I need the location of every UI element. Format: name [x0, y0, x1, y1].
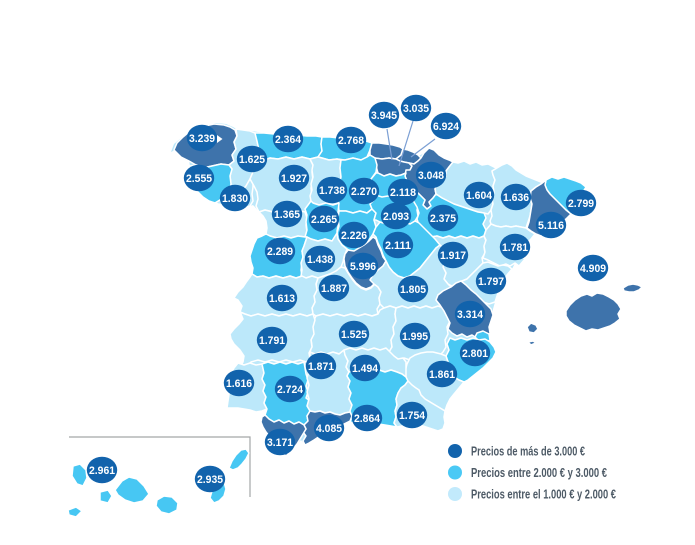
svg-text:1.438: 1.438 — [307, 254, 333, 266]
svg-text:2.799: 2.799 — [568, 198, 594, 210]
svg-text:2.364: 2.364 — [275, 134, 302, 146]
svg-text:Precios entre el 1.000 € y 2.0: Precios entre el 1.000 € y 2.000 € — [471, 487, 616, 502]
svg-text:3.035: 3.035 — [403, 103, 429, 115]
svg-text:1.738: 1.738 — [319, 185, 345, 197]
svg-text:2.961: 2.961 — [89, 465, 115, 477]
svg-text:1.871: 1.871 — [308, 361, 334, 373]
svg-text:2.935: 2.935 — [197, 474, 223, 486]
svg-text:Precios de más de 3.000 €: Precios de más de 3.000 € — [471, 444, 585, 459]
svg-text:1.613: 1.613 — [269, 293, 295, 305]
svg-text:1.625: 1.625 — [239, 154, 265, 166]
svg-text:2.289: 2.289 — [267, 246, 293, 258]
svg-text:6.924: 6.924 — [433, 121, 460, 133]
svg-text:2.265: 2.265 — [311, 214, 337, 226]
svg-text:1.525: 1.525 — [341, 329, 367, 341]
svg-text:2.555: 2.555 — [186, 173, 212, 185]
svg-text:1.365: 1.365 — [274, 209, 300, 221]
svg-text:4.909: 4.909 — [580, 263, 606, 275]
svg-text:1.995: 1.995 — [402, 331, 428, 343]
svg-text:1.616: 1.616 — [226, 378, 252, 390]
svg-text:1.494: 1.494 — [352, 363, 379, 375]
svg-text:5.116: 5.116 — [538, 220, 564, 232]
svg-text:3.945: 3.945 — [371, 110, 397, 122]
svg-text:1.754: 1.754 — [399, 410, 426, 422]
svg-text:3.314: 3.314 — [457, 309, 484, 321]
svg-text:3.048: 3.048 — [418, 170, 444, 182]
svg-text:2.111: 2.111 — [385, 240, 411, 252]
svg-text:2.093: 2.093 — [383, 211, 409, 223]
svg-text:1.791: 1.791 — [259, 335, 285, 347]
svg-text:2.118: 2.118 — [390, 187, 416, 199]
svg-text:Precios entre 2.000 € y 3.000: Precios entre 2.000 € y 3.000 € — [471, 465, 607, 480]
svg-text:1.781: 1.781 — [502, 242, 528, 254]
svg-text:1.927: 1.927 — [281, 173, 307, 185]
svg-text:2.768: 2.768 — [338, 135, 364, 147]
svg-text:2.801: 2.801 — [462, 348, 488, 360]
svg-text:2.270: 2.270 — [351, 186, 377, 198]
svg-text:4.085: 4.085 — [316, 423, 342, 435]
svg-text:1.604: 1.604 — [466, 190, 493, 202]
svg-text:1.797: 1.797 — [478, 276, 504, 288]
svg-text:1.830: 1.830 — [222, 193, 248, 205]
svg-text:2.864: 2.864 — [354, 413, 381, 425]
svg-text:2.724: 2.724 — [277, 384, 304, 396]
svg-text:1.917: 1.917 — [440, 250, 466, 262]
svg-text:3.171: 3.171 — [267, 437, 293, 449]
svg-text:1.636: 1.636 — [503, 192, 529, 204]
svg-text:1.887: 1.887 — [321, 283, 347, 295]
svg-text:2.375: 2.375 — [430, 213, 456, 225]
svg-text:5.996: 5.996 — [350, 261, 376, 273]
svg-text:2.226: 2.226 — [341, 230, 367, 242]
svg-text:3.239: 3.239 — [189, 133, 215, 145]
svg-text:1.805: 1.805 — [400, 284, 426, 296]
svg-text:1.861: 1.861 — [429, 369, 455, 381]
